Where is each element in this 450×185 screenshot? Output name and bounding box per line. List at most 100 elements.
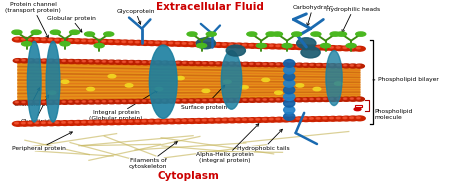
Circle shape [327,46,338,50]
Circle shape [160,119,171,124]
Circle shape [42,101,45,103]
Circle shape [355,97,364,101]
Circle shape [207,118,218,123]
Circle shape [335,64,344,68]
Circle shape [256,118,260,120]
Circle shape [50,30,60,34]
Circle shape [154,61,163,65]
Circle shape [39,38,50,43]
Circle shape [207,99,217,103]
Text: Hydrophilic heads: Hydrophilic heads [326,7,380,33]
Circle shape [22,59,25,61]
Circle shape [348,97,358,101]
Circle shape [102,121,106,123]
Ellipse shape [27,41,41,122]
Circle shape [308,98,318,102]
Circle shape [28,60,32,61]
Circle shape [148,42,153,43]
Circle shape [80,60,90,64]
Text: Surface protein: Surface protein [180,85,227,110]
Circle shape [302,98,311,102]
Circle shape [343,117,347,119]
Circle shape [324,98,327,100]
Circle shape [283,118,287,120]
Circle shape [287,45,298,49]
Circle shape [76,101,79,102]
Circle shape [308,63,318,67]
Circle shape [321,64,331,68]
Circle shape [108,121,112,122]
Circle shape [343,98,347,99]
Circle shape [176,76,184,80]
Circle shape [13,37,23,42]
Text: Peripheral protein: Peripheral protein [13,132,72,151]
Circle shape [310,98,313,100]
Circle shape [167,99,177,103]
Text: Cholesterol: Cholesterol [14,88,48,107]
Circle shape [213,118,225,123]
Circle shape [31,30,41,34]
Circle shape [182,43,186,44]
Circle shape [274,44,285,49]
Circle shape [129,100,132,102]
Circle shape [296,46,300,47]
Circle shape [229,44,233,46]
Circle shape [95,40,99,42]
Circle shape [314,45,325,50]
Ellipse shape [196,38,216,49]
Circle shape [276,99,280,100]
Circle shape [120,40,131,45]
Circle shape [283,64,287,65]
Circle shape [357,65,360,66]
Circle shape [189,100,193,101]
Circle shape [55,39,59,41]
Circle shape [149,100,153,101]
Circle shape [162,100,166,101]
Circle shape [267,117,278,122]
Circle shape [176,62,179,63]
Circle shape [267,44,278,49]
Circle shape [329,46,333,48]
Circle shape [201,99,210,103]
Circle shape [209,119,213,121]
Circle shape [140,61,150,65]
Circle shape [176,42,180,44]
Circle shape [200,118,211,123]
Circle shape [120,120,131,125]
Text: Extracellular Fluid: Extracellular Fluid [156,2,264,12]
Circle shape [316,117,320,119]
Ellipse shape [284,66,295,74]
Circle shape [14,59,22,63]
Circle shape [15,59,18,61]
Circle shape [214,62,224,66]
Circle shape [94,43,104,48]
Circle shape [261,44,271,49]
Circle shape [142,41,146,43]
Circle shape [75,40,79,41]
Circle shape [27,59,36,63]
Circle shape [169,62,172,63]
Circle shape [153,41,164,46]
Circle shape [223,63,226,64]
Circle shape [329,117,333,119]
Circle shape [86,39,97,44]
Circle shape [307,45,318,50]
Circle shape [166,41,178,46]
Circle shape [274,98,284,102]
Circle shape [356,47,360,49]
Circle shape [343,65,347,66]
Circle shape [270,63,273,65]
Circle shape [240,43,252,48]
Circle shape [115,41,119,42]
Circle shape [221,62,230,66]
Circle shape [22,42,32,46]
Circle shape [126,40,137,45]
Circle shape [169,120,173,122]
Circle shape [229,119,233,120]
Circle shape [310,117,313,119]
Circle shape [207,42,218,47]
Circle shape [80,120,90,125]
Circle shape [227,118,238,123]
Circle shape [240,118,252,123]
Circle shape [14,101,22,105]
